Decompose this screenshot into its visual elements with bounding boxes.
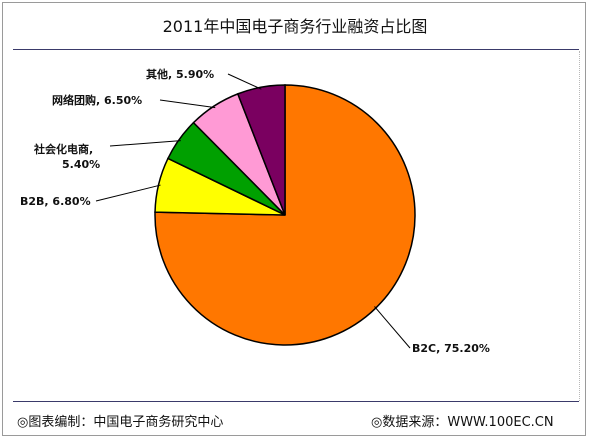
leader-lines <box>95 73 411 349</box>
leader-line-4 <box>227 73 262 90</box>
leader-line-3 <box>159 99 216 109</box>
label-groupbuy: 网络团购, 6.50% <box>52 93 142 107</box>
chart-title: 2011年中国电子商务行业融资占比图 <box>162 17 428 36</box>
leader-line-1 <box>95 184 161 202</box>
label-social-line2: 5.40% <box>62 158 100 171</box>
leader-line-0 <box>374 306 411 349</box>
label-other: 其他, 5.90% <box>146 67 214 81</box>
pie-slices <box>154 84 416 346</box>
label-b2c: B2C, 75.20% <box>412 342 490 355</box>
leader-line-2 <box>109 140 181 147</box>
title-divider <box>13 49 579 50</box>
gridline <box>573 51 580 401</box>
label-b2b: B2B, 6.80% <box>20 195 91 208</box>
label-social-line1: 社会化电商, <box>33 142 93 156</box>
footer-data-source: ◎数据来源：WWW.100EC.CN <box>371 415 554 430</box>
footer-source-editor: ◎图表编制：中国电子商务研究中心 <box>17 415 224 430</box>
footer-divider <box>13 401 579 402</box>
pie-slice-4 <box>236 84 286 216</box>
